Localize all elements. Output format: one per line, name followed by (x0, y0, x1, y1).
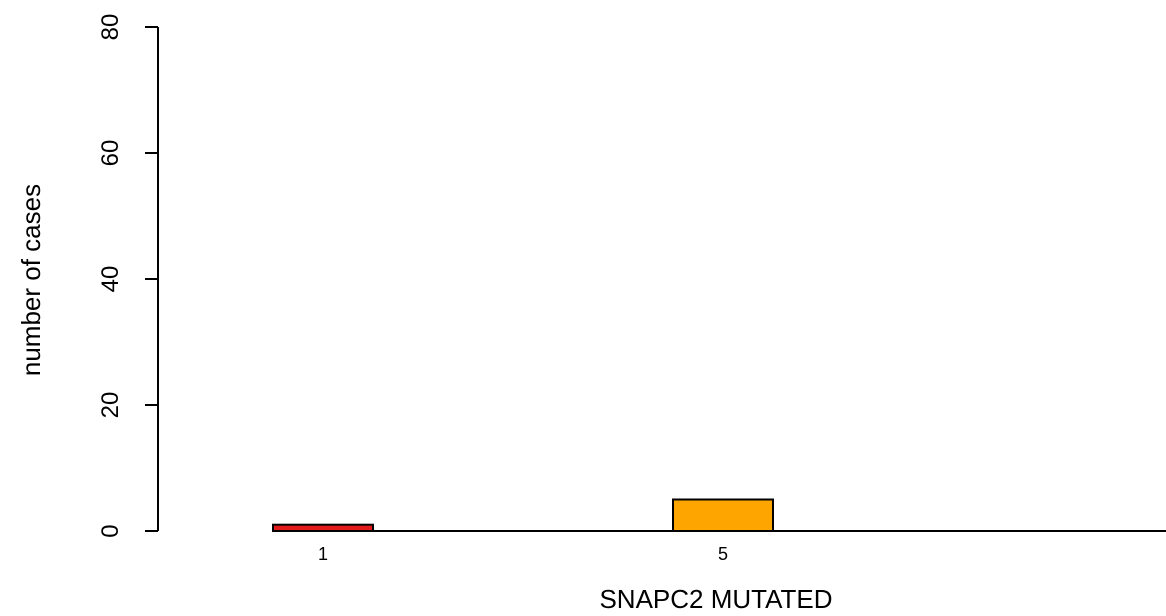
y-tick-label: 0 (97, 524, 124, 537)
bar (672, 498, 774, 532)
bars (272, 498, 774, 533)
x-axis-title: SNAPC2 MUTATED (599, 584, 832, 614)
y-tick-label: 80 (97, 14, 124, 41)
y-tick-label: 40 (97, 266, 124, 293)
y-axis: 0 20 40 60 80 (97, 14, 159, 538)
bar-label: 1 (318, 544, 328, 564)
bar-label: 5 (718, 544, 728, 564)
y-axis-title: number of cases (16, 184, 46, 376)
y-tick-label: 20 (97, 392, 124, 419)
y-tick-label: 60 (97, 140, 124, 167)
